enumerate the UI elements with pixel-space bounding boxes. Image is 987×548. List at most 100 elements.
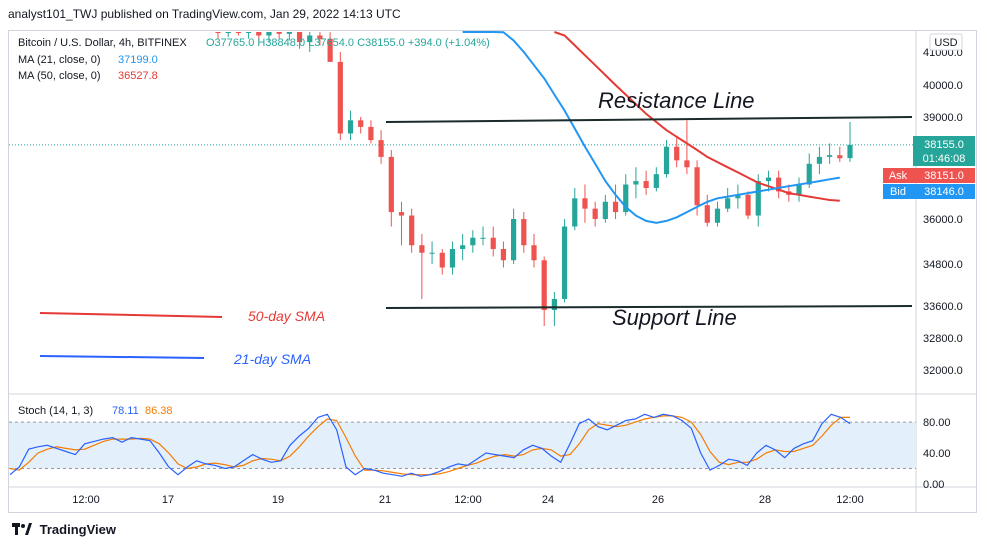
candle-up[interactable] — [623, 184, 629, 213]
candle-down[interactable] — [419, 245, 425, 253]
candle-down[interactable] — [317, 35, 323, 39]
candle-up[interactable] — [714, 208, 721, 223]
candle-up[interactable] — [827, 155, 833, 157]
symbol-label: Bitcoin / U.S. Dollar, 4h, BITFINEX — [18, 37, 187, 49]
candle-down[interactable] — [215, 32, 221, 33]
ask-tag-label-bg — [883, 168, 913, 183]
price-tick-label: 33600.0 — [923, 301, 963, 313]
candle-down[interactable] — [582, 198, 588, 209]
ask-tag — [913, 168, 975, 183]
candle-up[interactable] — [765, 177, 772, 182]
candle-down[interactable] — [409, 215, 415, 246]
candle-down[interactable] — [256, 32, 262, 36]
support-label: Support Line — [612, 305, 737, 330]
candle-down[interactable] — [378, 140, 384, 157]
price-pane[interactable] — [9, 31, 916, 393]
candle-down[interactable] — [694, 167, 700, 206]
candle-down[interactable] — [500, 249, 507, 261]
candle-up[interactable] — [725, 198, 731, 209]
time-tick-label: 21 — [379, 494, 391, 506]
footer-brand[interactable]: TradingView — [12, 522, 116, 538]
candle-down[interactable] — [337, 61, 343, 134]
candle-up[interactable] — [480, 237, 486, 239]
candle-up[interactable] — [633, 181, 639, 185]
candle-down[interactable] — [439, 252, 445, 268]
price-axis[interactable]: 41000.040000.039000.038000.036000.034800… — [923, 47, 963, 377]
currency-box[interactable] — [929, 33, 963, 51]
brand-name: TradingView — [39, 522, 116, 537]
candle-up[interactable] — [225, 32, 231, 33]
candle-down[interactable] — [388, 156, 394, 213]
bid-label: Bid — [890, 186, 906, 198]
candle-down[interactable] — [592, 208, 598, 219]
candle-up[interactable] — [245, 32, 252, 33]
candle-up[interactable] — [755, 181, 761, 216]
candle-up[interactable] — [460, 245, 466, 249]
candle-up[interactable] — [511, 219, 517, 261]
time-tick-label: 19 — [272, 494, 284, 506]
price-tick-label: 34800.0 — [923, 259, 963, 271]
candle-up[interactable] — [470, 237, 476, 246]
bid-value: 38146.0 — [924, 186, 964, 198]
price-tick-label: 40000.0 — [923, 80, 963, 92]
candle-up[interactable] — [286, 32, 292, 34]
candle-down[interactable] — [837, 155, 843, 159]
sma50-label: 50-day SMA — [248, 308, 325, 324]
candle-down[interactable] — [358, 120, 364, 127]
candle-down[interactable] — [398, 212, 405, 216]
candle-down[interactable] — [643, 181, 649, 188]
ask-value: 38151.0 — [924, 170, 964, 182]
candle-down[interactable] — [776, 177, 782, 192]
candle-up[interactable] — [561, 226, 568, 300]
time-tick-label: 24 — [542, 494, 554, 506]
candle-down[interactable] — [327, 38, 333, 62]
candle-up[interactable] — [449, 249, 456, 268]
candles-group — [215, 32, 853, 326]
candle-down[interactable] — [521, 219, 527, 246]
candle-down[interactable] — [704, 205, 710, 223]
candle-down[interactable] — [235, 32, 241, 33]
stoch-legend-label: Stoch (14, 1, 3) — [18, 405, 93, 417]
chart-frame — [8, 30, 977, 513]
support-line[interactable] — [385, 305, 913, 309]
candle-down[interactable] — [745, 194, 751, 216]
candle-up[interactable] — [806, 163, 812, 185]
candle-up[interactable] — [572, 198, 578, 227]
tradingview-logo-icon — [12, 523, 32, 538]
candle-up[interactable] — [816, 156, 823, 164]
time-tick-label: 12:00 — [454, 494, 482, 506]
price-tick-label: 32000.0 — [923, 365, 963, 377]
candle-down[interactable] — [674, 146, 680, 161]
candle-down[interactable] — [531, 245, 537, 261]
time-axis[interactable]: 12:00 17 19 21 12:00 24 26 28 12:00 — [72, 494, 864, 506]
candle-down[interactable] — [368, 126, 374, 141]
candle-down[interactable] — [276, 32, 282, 34]
resistance-line[interactable] — [385, 116, 913, 123]
candle-down[interactable] — [541, 260, 547, 310]
candle-up[interactable] — [735, 194, 741, 199]
candle-up[interactable] — [653, 174, 659, 188]
candle-up[interactable] — [602, 201, 608, 219]
last-price-value: 38155.0 — [924, 139, 964, 151]
candle-up[interactable] — [847, 144, 853, 159]
candle-down[interactable] — [684, 160, 690, 168]
candle-up[interactable] — [551, 299, 557, 310]
candle-up[interactable] — [266, 32, 272, 36]
stoch-tick-label: 40.00 — [923, 448, 951, 460]
candle-up[interactable] — [796, 184, 802, 195]
candle-down[interactable] — [296, 32, 303, 43]
candle-down[interactable] — [612, 201, 619, 213]
candle-down[interactable] — [490, 237, 496, 249]
stoch-axis[interactable]: 80.00 40.00 0.00 — [923, 417, 951, 491]
candle-up[interactable] — [347, 120, 354, 134]
sma21-legend-line — [39, 355, 205, 359]
candle-up[interactable] — [663, 146, 670, 175]
time-tick-label: 12:00 — [72, 494, 100, 506]
ma21-legend-value: 37199.0 — [118, 54, 158, 66]
candle-up[interactable] — [307, 35, 313, 43]
bid-tag-label-bg — [883, 184, 913, 199]
price-tick-label: 39000.0 — [923, 112, 963, 124]
ma50-line — [554, 31, 840, 202]
candle-up[interactable] — [429, 252, 435, 254]
